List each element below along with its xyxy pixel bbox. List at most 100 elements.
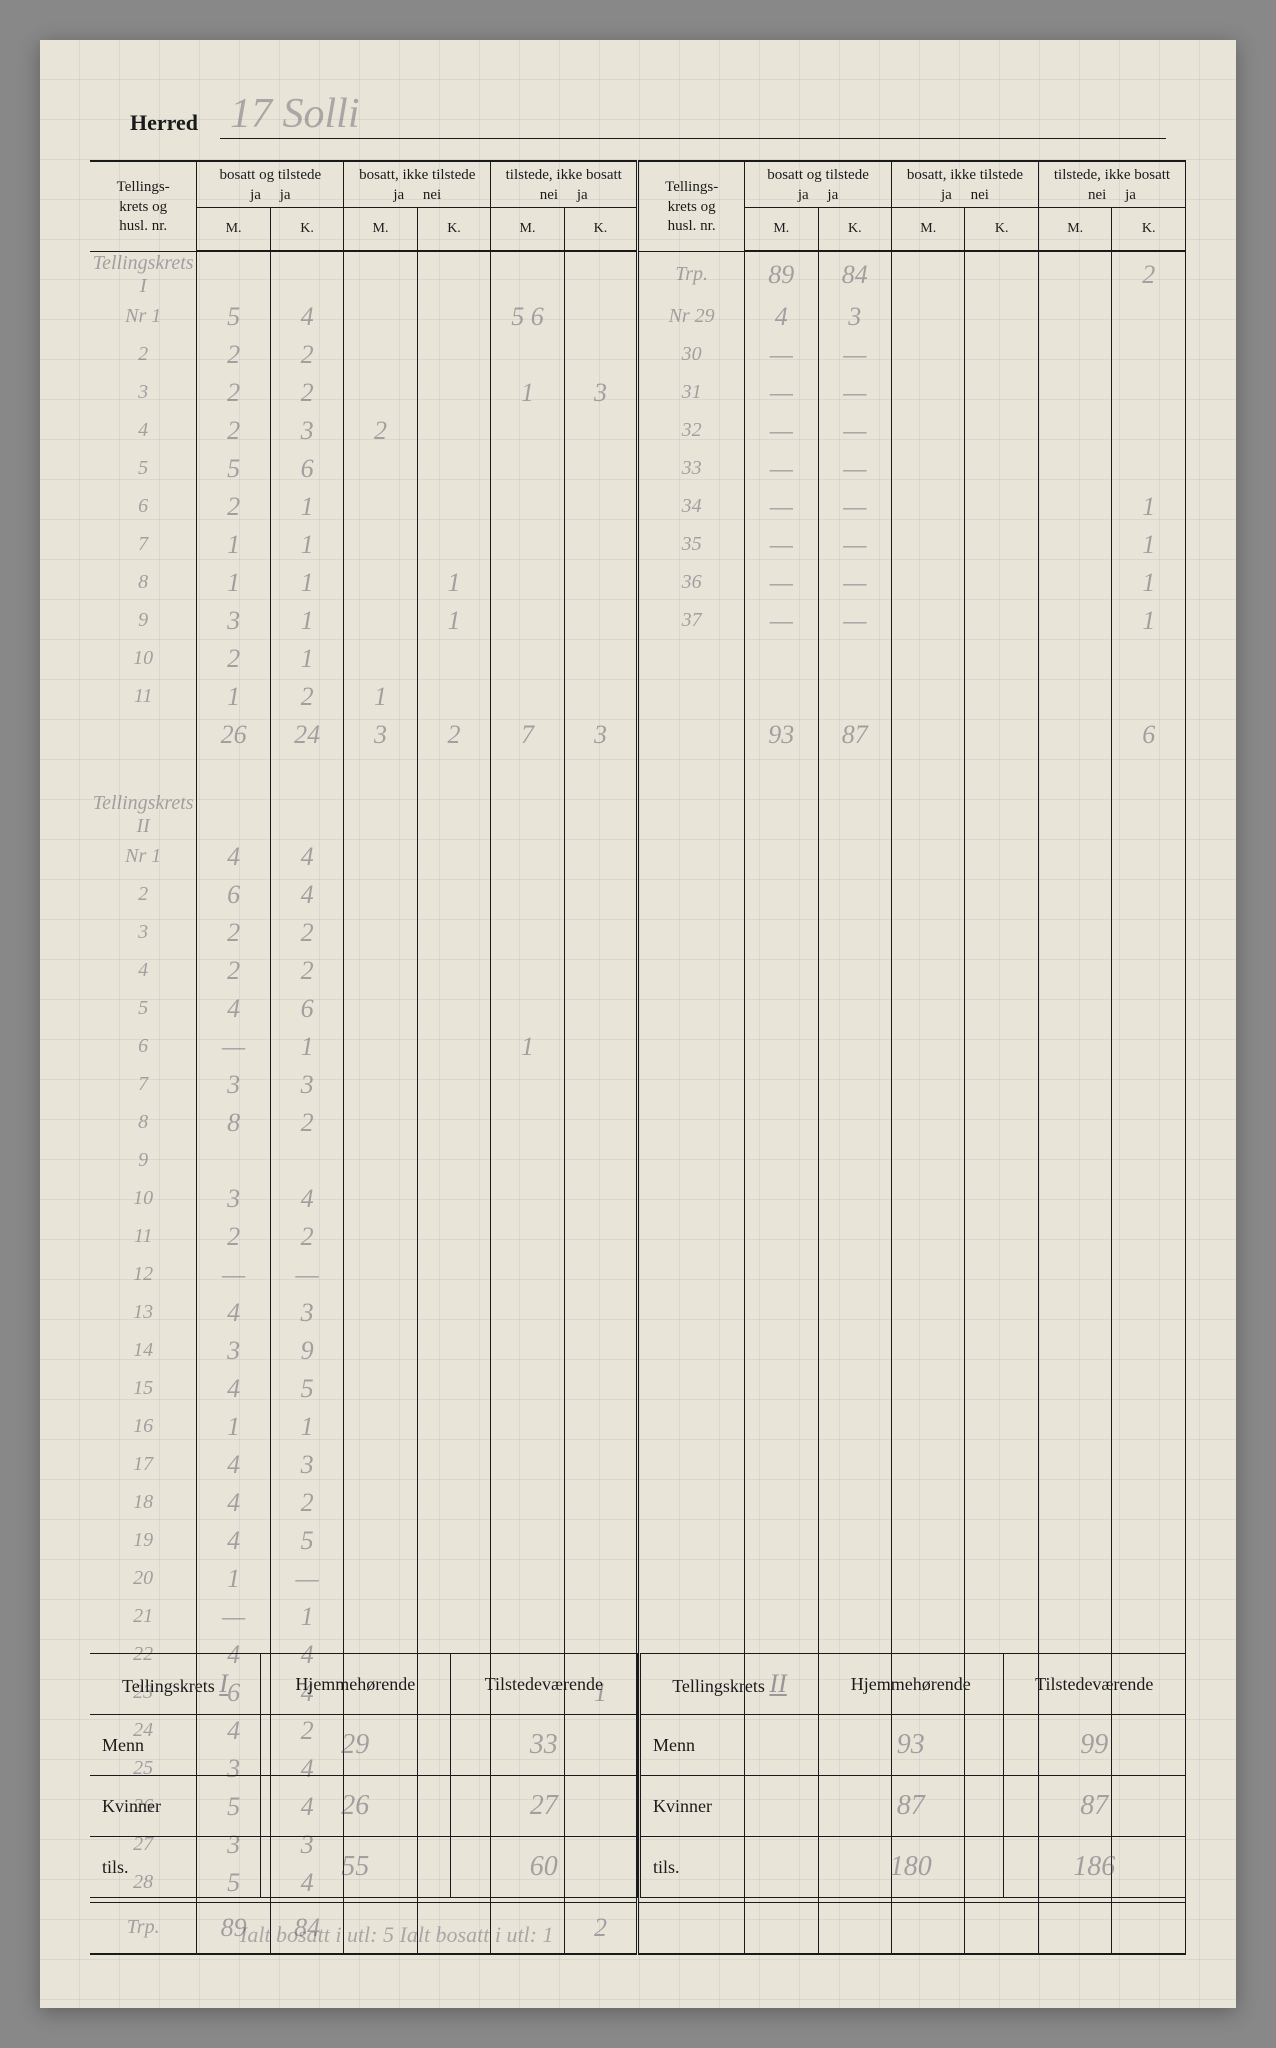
cell: [344, 876, 417, 914]
cell: [344, 526, 417, 564]
cell: [745, 1028, 818, 1066]
cell: [965, 1408, 1038, 1446]
cell: 1: [1112, 526, 1186, 564]
row-label: 9: [90, 602, 197, 640]
cell: [892, 526, 965, 564]
cell: [1112, 298, 1186, 336]
cell: [1038, 1902, 1111, 1954]
summary-title: Tellingskrets I: [90, 1654, 261, 1715]
table-row: 1021: [90, 640, 1186, 678]
cell: 93: [745, 716, 818, 754]
cell: [965, 1294, 1038, 1332]
cell: [491, 488, 564, 526]
col-m: M.: [197, 208, 270, 252]
cell: [1112, 1218, 1186, 1256]
cell: [1112, 952, 1186, 990]
cell: 5: [197, 298, 270, 336]
cell: [344, 564, 417, 602]
cell: 1: [270, 564, 343, 602]
cell: [1112, 1484, 1186, 1522]
cell: [1112, 336, 1186, 374]
cell: [344, 754, 417, 792]
cell: 1: [1112, 564, 1186, 602]
cell: [892, 754, 965, 792]
cell: [965, 412, 1038, 450]
col-k: K.: [564, 208, 637, 252]
table-row: 1343: [90, 1294, 1186, 1332]
cell: [1112, 640, 1186, 678]
table-row: Tellingskrets II: [90, 792, 1186, 838]
cell: [1112, 1522, 1186, 1560]
col-k: K.: [818, 208, 891, 252]
row-label: 3: [90, 914, 197, 952]
cell: —: [270, 1256, 343, 1294]
cell: [417, 1256, 490, 1294]
col-k: K.: [270, 208, 343, 252]
cell: 6: [1112, 716, 1186, 754]
cell: [564, 1522, 637, 1560]
row-label: Nr 29: [638, 298, 745, 336]
row-label: 33: [638, 450, 745, 488]
cell: [892, 1522, 965, 1560]
cell: 26: [197, 716, 270, 754]
cell: 1: [270, 1408, 343, 1446]
cell: [564, 298, 637, 336]
cell: 5 6: [491, 298, 564, 336]
cell: [1038, 838, 1111, 876]
cell: [491, 450, 564, 488]
cell: —: [270, 1560, 343, 1598]
cell: [1038, 876, 1111, 914]
cell: [417, 1332, 490, 1370]
cell: [344, 1294, 417, 1332]
herred-underline: [220, 138, 1166, 139]
cell: [491, 754, 564, 792]
cell: [1038, 1256, 1111, 1294]
cell: [564, 602, 637, 640]
cell: 4: [197, 1294, 270, 1332]
cell: 1: [197, 1408, 270, 1446]
cell: [745, 640, 818, 678]
cell: 3: [197, 1066, 270, 1104]
col-rowlabel-r: Tellings- krets og husl. nr.: [638, 161, 745, 251]
cell: 2: [270, 1484, 343, 1522]
row-label: [638, 1408, 745, 1446]
table-row: 264: [90, 876, 1186, 914]
cell: [892, 412, 965, 450]
row-label: 5: [90, 990, 197, 1028]
cell: [417, 838, 490, 876]
cell: 7: [491, 716, 564, 754]
cell: [818, 1484, 891, 1522]
cell: [564, 1256, 637, 1294]
cell: [892, 1332, 965, 1370]
cell: [564, 914, 637, 952]
row-label: 34: [638, 488, 745, 526]
cell: [344, 1180, 417, 1218]
cell: [417, 1294, 490, 1332]
cell: [1038, 298, 1111, 336]
cell: [818, 876, 891, 914]
col-group3: tilstede, ikke bosatt nei ja: [491, 161, 638, 208]
cell: 4: [197, 990, 270, 1028]
cell: [892, 990, 965, 1028]
cell: [1038, 1598, 1111, 1636]
row-label: 5: [90, 450, 197, 488]
cell: [417, 1370, 490, 1408]
ledger-header: Tellings- krets og husl. nr. bosatt og t…: [90, 161, 1186, 251]
col-group1-r: bosatt og tilstede ja ja: [745, 161, 892, 208]
cell: [965, 298, 1038, 336]
summary-row: tils.180186: [640, 1837, 1186, 1898]
cell: [965, 952, 1038, 990]
cell: [417, 526, 490, 564]
cell: [965, 1218, 1038, 1256]
cell: [818, 1332, 891, 1370]
cell: [745, 1370, 818, 1408]
cell: [417, 1522, 490, 1560]
cell: 2: [344, 412, 417, 450]
cell: [1112, 1180, 1186, 1218]
cell: [892, 716, 965, 754]
row-label: 6: [90, 1028, 197, 1066]
cell: [564, 1066, 637, 1104]
cell: [965, 1180, 1038, 1218]
cell: [344, 488, 417, 526]
cell: [564, 754, 637, 792]
